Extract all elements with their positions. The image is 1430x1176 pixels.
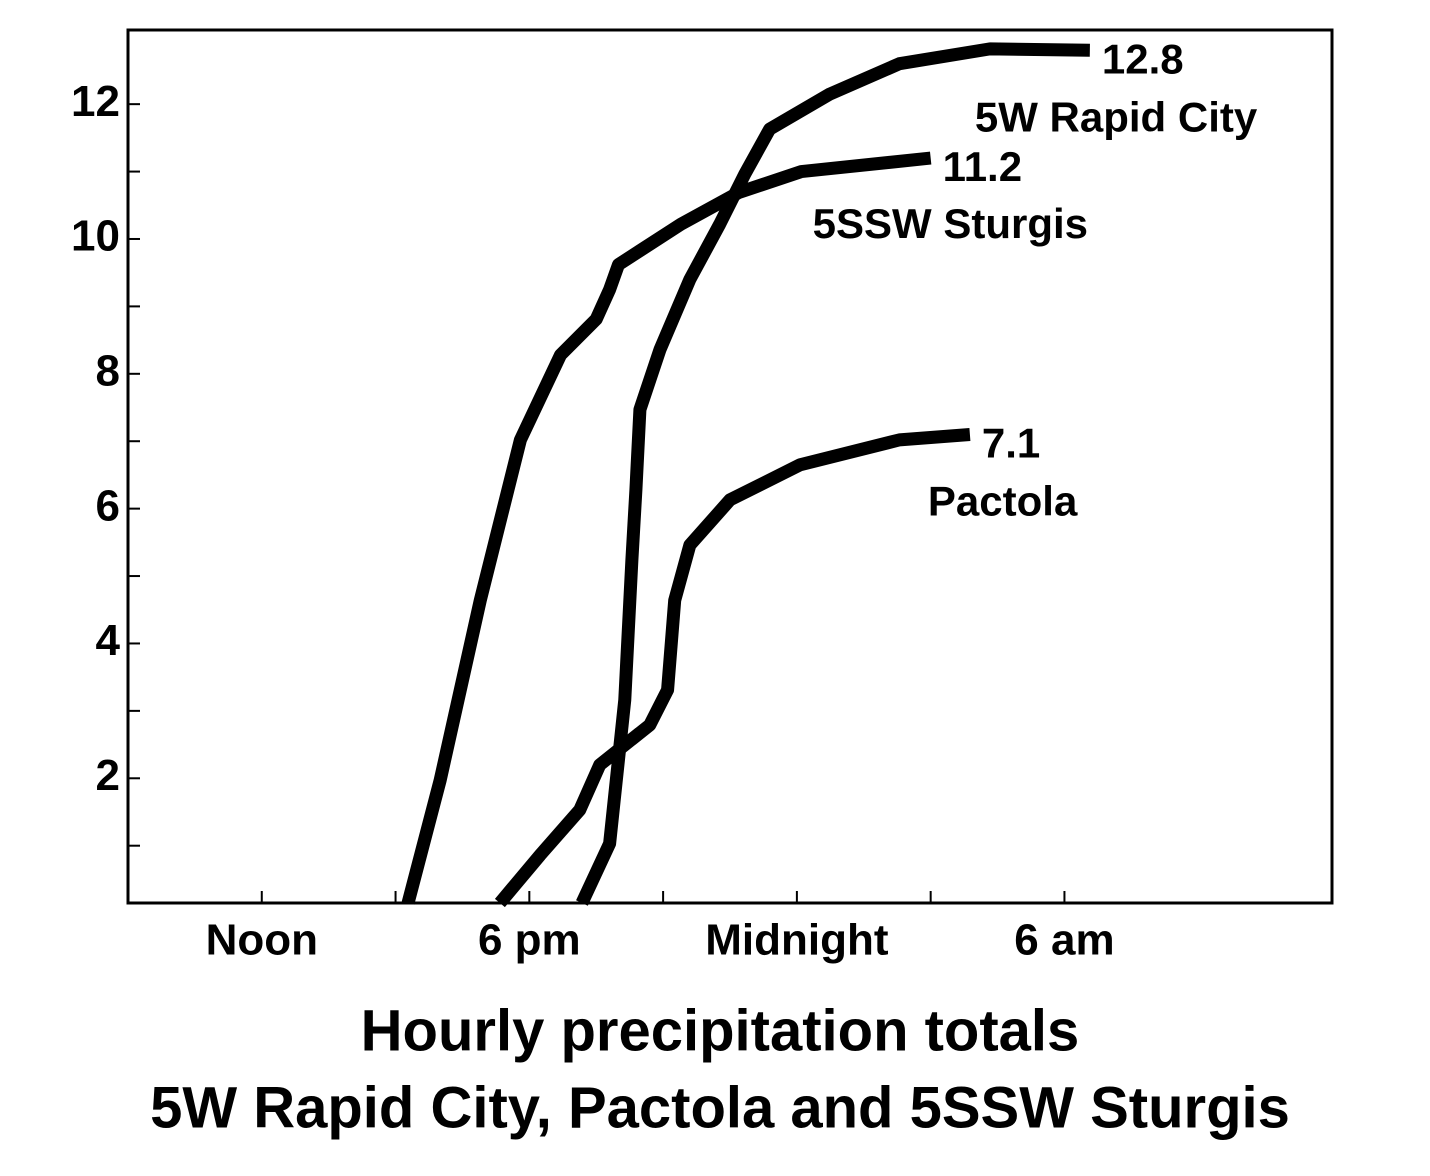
- line: [401, 151, 932, 905]
- y-tick-label: 4: [96, 616, 121, 665]
- value-label: 11.2: [943, 143, 1022, 190]
- series-label: 5W Rapid City: [975, 93, 1258, 140]
- series-label: Pactola: [928, 478, 1078, 525]
- x-tick-label: 6 am: [1014, 916, 1114, 965]
- chart-title: 5W Rapid City, Pactola and 5SSW Sturgis: [150, 1075, 1290, 1140]
- plot-frame: [126, 28, 1334, 905]
- value-label: 12.8: [1102, 35, 1184, 82]
- line: [494, 427, 971, 908]
- line: [576, 42, 1090, 906]
- y-tick-label: 2: [96, 751, 120, 800]
- chart-title: Hourly precipitation totals: [361, 998, 1080, 1063]
- y-tick-label: 10: [71, 212, 120, 261]
- y-tick-label: 8: [96, 346, 120, 395]
- y-tick-label: 6: [96, 481, 120, 530]
- x-tick-label: Midnight: [705, 916, 889, 965]
- x-tick-label: 6 pm: [478, 916, 581, 965]
- x-tick-label: Noon: [206, 916, 318, 965]
- series-label: 5SSW Sturgis: [813, 200, 1088, 247]
- value-label: 7.1: [982, 420, 1040, 467]
- y-tick-label: 12: [71, 77, 120, 126]
